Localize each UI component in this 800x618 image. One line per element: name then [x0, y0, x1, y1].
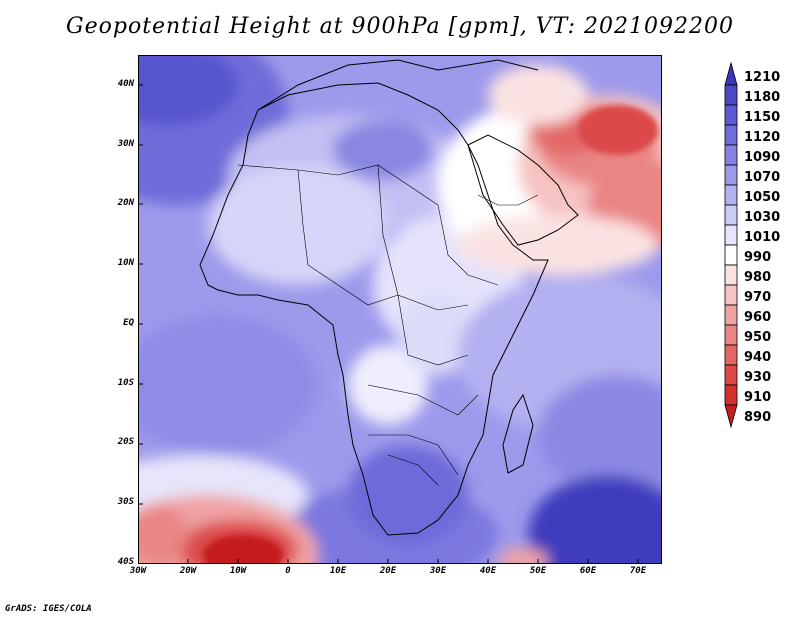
- colorbar-label: 960: [744, 310, 772, 325]
- x-tick-label: 30W: [129, 566, 147, 576]
- y-tick-label: 30S: [117, 497, 134, 507]
- y-tick-label: 20S: [117, 437, 134, 447]
- x-tick-label: 20W: [179, 566, 197, 576]
- colorbar-label: 1120: [744, 130, 781, 145]
- mediterranean-coast: [257, 59, 539, 111]
- colorbar-swatch: [724, 344, 738, 366]
- grads-credit: GrADS: IGES/COLA: [5, 604, 92, 614]
- x-tick-label: 10W: [229, 566, 247, 576]
- colorbar-swatch: [724, 61, 738, 86]
- colorbar-label: 910: [744, 390, 772, 405]
- x-tick-label: 50E: [529, 566, 547, 576]
- africa-coast: [199, 82, 549, 536]
- colorbar-swatch: [724, 84, 738, 106]
- colorbar-swatch: [724, 404, 738, 429]
- y-tick-label: 40N: [117, 79, 134, 89]
- x-tick-label: 40E: [479, 566, 497, 576]
- colorbar-swatch: [724, 384, 738, 406]
- colorbar-swatch: [724, 204, 738, 226]
- colorbar-label: 990: [744, 250, 772, 265]
- colorbar-label: 1070: [744, 170, 781, 185]
- colorbar-label: 930: [744, 370, 772, 385]
- colorbar-label: 1030: [744, 210, 781, 225]
- y-tick-label: 40S: [117, 557, 134, 567]
- madagascar-coast: [502, 393, 534, 474]
- colorbar-swatch: [724, 284, 738, 306]
- y-tick-label: 30N: [117, 139, 134, 149]
- geopotential-field: [138, 55, 662, 564]
- colorbar-label: 970: [744, 290, 772, 305]
- map-title: Geopotential Height at 900hPa [gpm], VT:…: [66, 14, 734, 39]
- colorbar-label: 1150: [744, 110, 781, 125]
- arabia-coast: [467, 134, 579, 246]
- colorbar-swatch: [724, 264, 738, 286]
- y-tick-label: 20N: [117, 198, 134, 208]
- colorbar-swatch: [724, 244, 738, 266]
- colorbar: [724, 61, 738, 429]
- map-panel: [138, 55, 662, 564]
- country-borders: [237, 164, 539, 486]
- colorbar-label: 1180: [744, 90, 781, 105]
- x-tick-label: 60E: [579, 566, 597, 576]
- colorbar-label: 890: [744, 410, 772, 425]
- map-frame: [138, 55, 662, 564]
- colorbar-label: 1050: [744, 190, 781, 205]
- colorbar-swatch: [724, 364, 738, 386]
- colorbar-swatch: [724, 304, 738, 326]
- x-tick-label: 30E: [429, 566, 447, 576]
- colorbar-label: 940: [744, 350, 772, 365]
- colorbar-label: 1010: [744, 230, 781, 245]
- colorbar-swatch: [724, 224, 738, 246]
- colorbar-label: 1210: [744, 70, 781, 85]
- x-tick-label: 70E: [629, 566, 647, 576]
- y-tick-label: 10S: [117, 378, 134, 388]
- colorbar-swatch: [724, 104, 738, 126]
- colorbar-swatch: [724, 184, 738, 206]
- coastlines: [199, 59, 579, 536]
- colorbar-swatch: [724, 164, 738, 186]
- x-tick-label: 10E: [329, 566, 347, 576]
- colorbar-label: 950: [744, 330, 772, 345]
- x-tick-label: 20E: [379, 566, 397, 576]
- tick-marks: [138, 84, 639, 564]
- colorbar-swatch: [724, 324, 738, 346]
- field-lows: [203, 105, 658, 564]
- colorbar-swatch: [724, 144, 738, 166]
- colorbar-swatch: [724, 124, 738, 146]
- y-tick-label: 10N: [117, 258, 134, 268]
- field-contours: [138, 55, 662, 564]
- x-tick-label: 0: [285, 566, 291, 576]
- y-tick-label: EQ: [123, 318, 134, 328]
- colorbar-label: 980: [744, 270, 772, 285]
- colorbar-label: 1090: [744, 150, 781, 165]
